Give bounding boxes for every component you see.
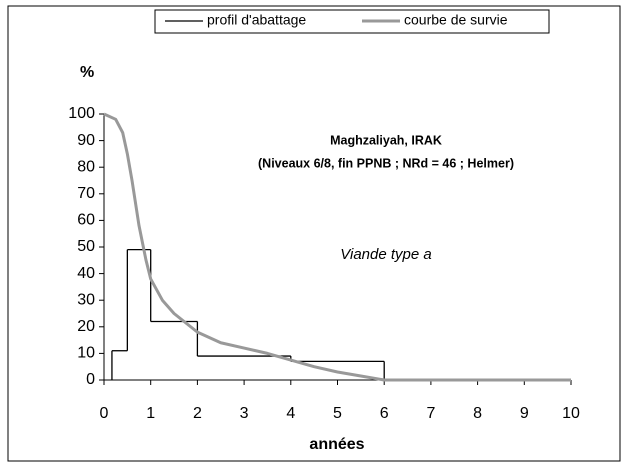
legend-label: courbe de survie: [404, 12, 508, 28]
y-tick-label: 10: [77, 345, 95, 362]
x-tick-label: 9: [520, 405, 529, 422]
annotation: (Niveaux 6/8, fin PPNB ; NRd = 46 ; Helm…: [258, 156, 514, 170]
y-tick-label: 50: [77, 238, 95, 255]
y-tick-label: 70: [77, 185, 95, 202]
x-tick-label: 6: [380, 405, 389, 422]
y-tick-label: 0: [86, 371, 95, 388]
y-tick-label: 100: [68, 105, 95, 122]
x-tick-label: 0: [100, 405, 109, 422]
x-tick-label: 1: [146, 405, 155, 422]
x-tick-label: 5: [333, 405, 342, 422]
x-tick-label: 3: [240, 405, 249, 422]
y-tick-label: 20: [77, 318, 95, 335]
x-tick-label: 8: [473, 405, 482, 422]
x-tick-label: 4: [286, 405, 295, 422]
annotation: Viande type a: [340, 246, 431, 263]
legend-box: [154, 9, 550, 34]
x-tick-label: 2: [193, 405, 202, 422]
x-tick-label: 7: [426, 405, 435, 422]
legend-label: profil d'abattage: [207, 12, 306, 28]
y-tick-label: 60: [77, 212, 95, 229]
y-tick-label: 30: [77, 291, 95, 308]
annotation: Maghzaliyah, IRAK: [330, 133, 442, 147]
y-tick-label: 40: [77, 265, 95, 282]
frame: [7, 5, 621, 462]
y-tick-label: 90: [77, 132, 95, 149]
y-tick-label: 80: [77, 158, 95, 175]
y-axis-label: %: [80, 64, 94, 81]
survival-line: [103, 112, 571, 382]
x-tick-label: 10: [562, 405, 580, 422]
x-axis-label: années: [309, 436, 364, 453]
